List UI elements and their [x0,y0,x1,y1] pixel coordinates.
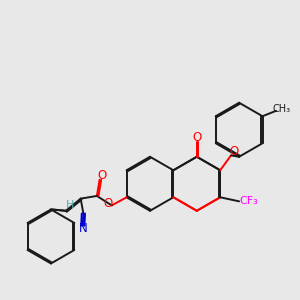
Text: O: O [229,145,238,158]
Text: CH₃: CH₃ [272,104,290,115]
Text: CF₃: CF₃ [239,196,258,206]
Text: O: O [192,131,201,144]
Text: O: O [104,197,113,210]
Text: O: O [98,169,107,182]
Text: H: H [66,200,74,210]
Text: N: N [79,222,88,235]
